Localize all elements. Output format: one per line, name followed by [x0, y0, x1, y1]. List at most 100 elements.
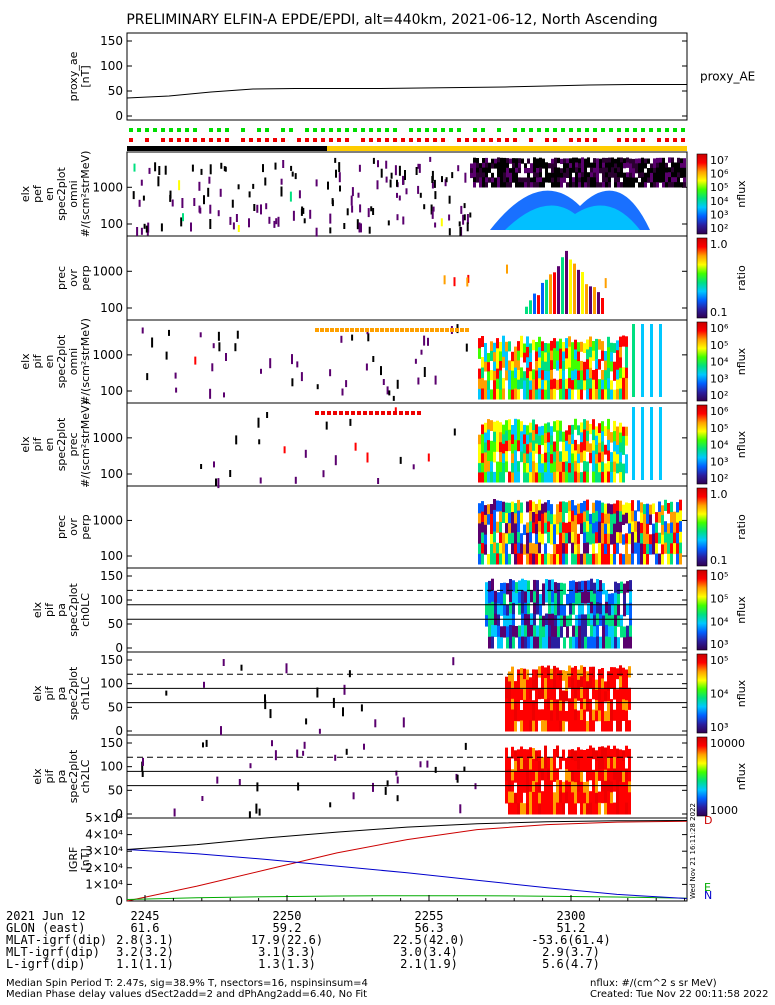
- flag-green: [217, 128, 221, 132]
- data-pixel: [481, 367, 484, 379]
- data-pixel: [622, 534, 625, 545]
- colorbar: [696, 653, 708, 734]
- data-pixel: [619, 442, 622, 453]
- ylabel-line: pif: [43, 685, 56, 700]
- data-pixel: [622, 709, 625, 721]
- data-pixel: [509, 158, 512, 164]
- data-pixel: [637, 521, 640, 533]
- data-pixel: [583, 760, 586, 772]
- data-pixel: [562, 380, 565, 390]
- data-pixel: [625, 553, 628, 565]
- data-pixel: [577, 543, 580, 555]
- data-pixel: [617, 177, 620, 183]
- footer-left-line1: Median Spin Period T: 2.47s, sig=38.9% T…: [6, 978, 368, 989]
- data-pixel: [508, 513, 511, 524]
- data-pixel: [566, 593, 569, 606]
- data-pixel: [625, 690, 628, 701]
- data-pixel: [140, 227, 143, 235]
- data-pixel: [595, 710, 598, 722]
- data-pixel: [514, 760, 517, 772]
- data-pixel: [620, 625, 623, 638]
- data-pixel: [610, 462, 613, 473]
- colorbar-label: 0.1: [710, 554, 728, 567]
- data-pixel: [598, 389, 601, 400]
- data-pixel: [562, 461, 565, 473]
- data-pixel: [625, 463, 628, 474]
- data-pixel: [296, 361, 299, 368]
- data-pixel: [637, 542, 640, 554]
- data-pixel: [535, 782, 538, 794]
- data-pixel: [610, 352, 613, 363]
- data-pixel: [553, 534, 556, 545]
- data-pixel: [423, 335, 426, 346]
- flag-green: [601, 128, 605, 132]
- data-pixel: [541, 282, 544, 314]
- data-pixel: [607, 336, 610, 348]
- data-pixel: [505, 341, 508, 352]
- igrf-series-E: [126, 895, 688, 900]
- data-pixel: [586, 430, 589, 442]
- data-pixel: [544, 791, 547, 804]
- data-pixel: [385, 328, 389, 332]
- data-pixel: [589, 666, 592, 678]
- data-pixel: [569, 592, 572, 604]
- data-pixel: [674, 162, 677, 168]
- data-pixel: [387, 411, 391, 415]
- data-pixel: [294, 476, 297, 484]
- data-pixel: [596, 163, 599, 169]
- data-pixel: [628, 513, 631, 524]
- flag-green: [529, 128, 533, 132]
- data-pixel: [417, 377, 420, 385]
- data-pixel: [529, 698, 532, 710]
- data-pixel: [656, 182, 659, 188]
- data-pixel: [520, 377, 523, 389]
- data-pixel: [595, 750, 598, 762]
- data-pixel: [656, 157, 659, 164]
- side-stamp: Wed Nov 21 16:11:28 2022: [689, 803, 697, 899]
- data-pixel: [585, 284, 588, 314]
- data-pixel: [598, 769, 601, 781]
- data-pixel: [526, 803, 529, 815]
- data-pixel: [469, 212, 472, 218]
- data-pixel: [583, 782, 586, 794]
- data-pixel: [491, 158, 494, 164]
- data-pixel: [653, 182, 656, 188]
- data-pixel: [365, 363, 368, 371]
- data-pixel: [505, 451, 508, 462]
- flag-red: [433, 138, 437, 142]
- data-pixel: [620, 581, 623, 594]
- data-pixel: [502, 501, 505, 513]
- data-pixel: [617, 637, 620, 649]
- data-pixel: [556, 554, 559, 565]
- data-pixel: [524, 580, 527, 592]
- data-pixel: [629, 172, 632, 178]
- data-pixel: [670, 553, 673, 565]
- flag-red: [305, 138, 309, 142]
- data-pixel: [520, 746, 523, 759]
- data-pixel: [191, 164, 194, 172]
- data-pixel: [535, 690, 538, 701]
- data-pixel: [500, 167, 503, 173]
- ephem-row-label: MLT-igrf(dip): [6, 945, 100, 959]
- data-pixel: [217, 210, 220, 217]
- data-pixel: [547, 665, 550, 677]
- data-pixel: [529, 389, 532, 400]
- flag-red: [329, 138, 333, 142]
- colorbar-label: 10⁵: [710, 593, 728, 606]
- data-pixel: [571, 542, 574, 554]
- data-pixel: [625, 336, 628, 348]
- data-pixel: [625, 502, 628, 514]
- data-pixel: [674, 182, 677, 188]
- data-pixel: [491, 590, 494, 603]
- data-pixel: [610, 709, 613, 721]
- data-pixel: [607, 523, 610, 535]
- data-pixel: [619, 357, 622, 369]
- data-pixel: [553, 749, 556, 761]
- data-pixel: [553, 441, 556, 453]
- data-pixel: [556, 699, 559, 711]
- data-pixel: [589, 336, 592, 348]
- data-pixel: [625, 768, 628, 781]
- data-pixel: [583, 750, 586, 762]
- data-pixel: [557, 177, 560, 183]
